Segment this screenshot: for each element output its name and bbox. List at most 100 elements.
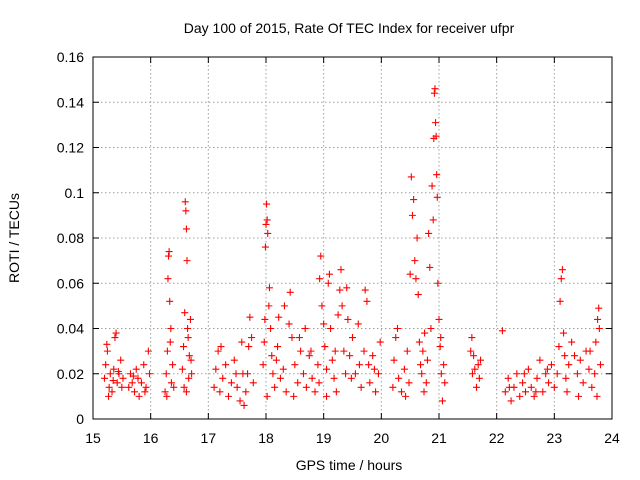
data-point (560, 329, 568, 337)
data-point (410, 196, 418, 204)
x-tick-label: 24 (604, 430, 620, 446)
data-point (113, 379, 121, 387)
data-point (571, 352, 579, 360)
data-point (513, 370, 521, 378)
data-point (389, 383, 397, 391)
data-point (185, 352, 193, 360)
data-point (557, 275, 565, 283)
data-point (323, 392, 331, 400)
data-point (271, 383, 279, 391)
data-point (141, 388, 149, 396)
data-point (181, 309, 189, 317)
data-point (370, 365, 378, 373)
data-point (187, 356, 195, 364)
data-point (317, 252, 325, 260)
data-point (129, 372, 137, 380)
data-point (594, 315, 602, 323)
data-point (337, 266, 345, 274)
data-point (181, 198, 189, 206)
data-point (543, 365, 551, 373)
data-point (355, 361, 363, 369)
data-point (307, 347, 315, 355)
y-tick-label: 0.02 (57, 366, 84, 382)
data-point (291, 361, 299, 369)
data-point (427, 325, 435, 332)
data-point (184, 325, 192, 332)
data-point (405, 379, 413, 387)
data-point (429, 216, 437, 224)
data-point (547, 361, 555, 369)
data-point (280, 302, 288, 310)
data-point (595, 304, 603, 312)
data-point (421, 329, 429, 337)
data-point (408, 211, 416, 219)
data-point (432, 132, 440, 140)
data-point (507, 397, 515, 405)
data-point (431, 85, 439, 93)
data-point (316, 275, 324, 283)
data-point (285, 320, 293, 328)
data-point (167, 325, 175, 332)
data-point (336, 286, 344, 294)
data-point (290, 392, 298, 400)
y-tick-label: 0.06 (57, 275, 84, 291)
data-point (325, 270, 333, 278)
data-point (299, 370, 307, 378)
data-point (182, 225, 190, 233)
data-point (305, 352, 313, 360)
x-tick-label: 23 (547, 430, 563, 446)
data-point (354, 320, 362, 328)
data-point (108, 388, 116, 396)
data-point (357, 383, 365, 391)
data-point (274, 343, 282, 351)
data-point (471, 365, 479, 373)
data-point (233, 383, 241, 391)
data-point (338, 302, 346, 310)
data-point (105, 383, 113, 391)
data-point (166, 297, 174, 305)
data-point (596, 361, 604, 369)
data-point (132, 365, 140, 373)
data-point (286, 288, 294, 296)
data-point (433, 193, 441, 201)
data-point (415, 338, 423, 346)
data-point (403, 347, 411, 355)
data-point (561, 352, 569, 360)
data-point (532, 388, 540, 396)
data-point (320, 320, 328, 328)
data-point (398, 388, 406, 396)
data-point (498, 327, 506, 335)
data-point (433, 171, 441, 179)
data-point (475, 374, 483, 382)
data-point (146, 370, 154, 378)
data-point (142, 383, 150, 391)
data-point (430, 89, 438, 97)
data-point (245, 343, 253, 351)
data-point (533, 374, 541, 382)
data-point (112, 329, 120, 337)
data-point (106, 370, 114, 378)
data-point (330, 374, 338, 382)
x-tick-label: 18 (258, 430, 274, 446)
data-point (501, 388, 509, 396)
data-point (346, 352, 354, 360)
data-point (219, 374, 227, 382)
data-point (376, 338, 384, 346)
data-point (516, 392, 524, 400)
data-point (164, 275, 172, 283)
data-point (294, 379, 302, 387)
data-point (568, 338, 576, 346)
data-point (332, 388, 340, 396)
data-point (369, 352, 377, 360)
data-point (556, 297, 564, 305)
data-point (575, 392, 583, 400)
data-point (212, 365, 220, 373)
data-point (318, 302, 326, 310)
x-tick-label: 21 (431, 430, 447, 446)
data-point (180, 383, 188, 391)
data-point (504, 374, 512, 382)
data-point (144, 347, 152, 355)
x-tick-label: 17 (201, 430, 217, 446)
x-tick-label: 16 (143, 430, 159, 446)
data-point (232, 370, 240, 378)
